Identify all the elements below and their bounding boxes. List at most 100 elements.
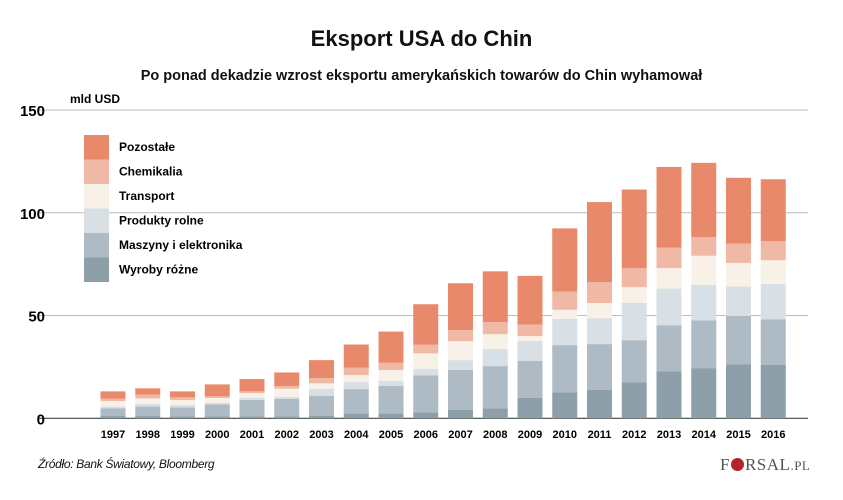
bar-segment-produkty-rolne-2011 — [587, 318, 612, 345]
x-tick-label: 1997 — [101, 429, 125, 441]
logo-o-icon — [730, 458, 744, 471]
bar-segment-wyroby-r-ne-2002 — [274, 416, 300, 419]
bar-segment-pozosta-e-2013 — [656, 166, 682, 248]
legend-label: Pozostałe — [119, 140, 175, 154]
bar-segment-pozosta-e-2002 — [274, 372, 300, 387]
chart-title: Eksport USA do Chin — [310, 26, 533, 51]
bar-segment-chemikalia-2006 — [413, 344, 439, 354]
x-tick-label: 2002 — [275, 429, 299, 441]
bar-segment-transport-2000 — [204, 397, 230, 403]
x-tick-label: 2003 — [309, 429, 333, 441]
bar-segment-chemikalia-2000 — [204, 396, 230, 398]
bar-segment-transport-1999 — [170, 400, 195, 405]
bar-segment-produkty-rolne-2015 — [726, 286, 751, 316]
bar-segment-maszyny-i-elektronika-2015 — [726, 315, 751, 365]
y-tick-label: 0 — [37, 411, 45, 428]
bar-segment-wyroby-r-ne-2004 — [343, 413, 369, 419]
bar-segment-transport-2006 — [413, 353, 439, 369]
bar-segment-chemikalia-2005 — [378, 362, 404, 370]
bar-segment-pozosta-e-2012 — [621, 189, 647, 269]
bar-segment-pozosta-e-1998 — [135, 388, 161, 395]
bar-segment-maszyny-i-elektronika-2005 — [378, 386, 404, 414]
bar-segment-wyroby-r-ne-2009 — [517, 397, 543, 419]
bar-segment-pozosta-e-2000 — [204, 384, 230, 397]
bar-segment-wyroby-r-ne-2013 — [656, 371, 682, 419]
y-axis-label: mld USD — [70, 92, 120, 106]
x-tick-label: 2008 — [483, 429, 507, 441]
y-tick-label: 150 — [20, 103, 45, 120]
legend-label: Produkty rolne — [119, 214, 204, 228]
bar-segment-chemikalia-2001 — [239, 391, 265, 394]
bar-segment-maszyny-i-elektronika-2004 — [343, 389, 369, 414]
bar-segment-pozosta-e-2008 — [482, 271, 508, 323]
y-tick-label: 50 — [28, 309, 45, 326]
bar-segment-wyroby-r-ne-2007 — [448, 409, 473, 419]
bar-segment-maszyny-i-elektronika-2009 — [517, 360, 543, 398]
bar-segment-maszyny-i-elektronika-2014 — [691, 320, 717, 369]
bar-segment-wyroby-r-ne-2011 — [587, 389, 612, 419]
x-tick-label: 2016 — [761, 429, 785, 441]
bar-segment-maszyny-i-elektronika-2003 — [309, 395, 334, 416]
bar-segment-chemikalia-2007 — [448, 330, 473, 342]
bar-segment-transport-2011 — [587, 302, 612, 319]
x-tick-label: 2010 — [553, 429, 577, 441]
bar-segment-transport-2016 — [760, 260, 786, 284]
legend-swatch — [84, 233, 109, 258]
x-tick-label: 2011 — [588, 429, 612, 441]
x-tick-label: 2012 — [622, 429, 646, 441]
bar-segment-maszyny-i-elektronika-1997 — [100, 408, 126, 417]
bar-segment-maszyny-i-elektronika-2007 — [448, 369, 473, 410]
bar-segment-produkty-rolne-2003 — [309, 388, 334, 396]
x-tick-label: 2009 — [518, 429, 542, 441]
bar-segment-pozosta-e-2007 — [448, 283, 473, 331]
bar-segment-pozosta-e-2011 — [587, 202, 612, 283]
x-tick-label: 2005 — [379, 429, 403, 441]
bar-segment-transport-2009 — [517, 336, 543, 341]
bar-segment-wyroby-r-ne-2001 — [239, 416, 265, 419]
bar-segment-pozosta-e-2016 — [760, 179, 786, 242]
bar-segment-pozosta-e-2003 — [309, 360, 334, 379]
bar-segment-transport-2001 — [239, 393, 265, 398]
bar-segment-produkty-rolne-2009 — [517, 340, 543, 361]
x-tick-label: 2014 — [692, 429, 717, 441]
bar-segment-chemikalia-2012 — [621, 268, 647, 288]
bar-segment-produkty-rolne-2016 — [760, 283, 786, 320]
bar-segment-pozosta-e-2006 — [413, 304, 439, 345]
bar-segment-pozosta-e-2005 — [378, 331, 404, 363]
bar-segment-pozosta-e-2015 — [726, 177, 751, 244]
bar-segment-maszyny-i-elektronika-2006 — [413, 375, 439, 413]
bar-segment-maszyny-i-elektronika-2001 — [239, 400, 265, 417]
source-note: Źródło: Bank Światowy, Bloomberg — [38, 457, 215, 471]
bar-segment-produkty-rolne-1997 — [100, 406, 126, 409]
bar-segment-maszyny-i-elektronika-2010 — [552, 345, 578, 393]
bar-segment-wyroby-r-ne-2006 — [413, 412, 439, 419]
bar-segment-wyroby-r-ne-2015 — [726, 364, 751, 419]
legend-swatch — [84, 184, 109, 209]
bar-segment-wyroby-r-ne-2016 — [760, 364, 786, 419]
bar-segment-pozosta-e-2014 — [691, 162, 717, 238]
stacked-bar-chart: 1997 1998 1999 2000 2001 2002 2003 2004 2005 2006… — [20, 92, 808, 441]
bar-segment-maszyny-i-elektronika-2016 — [760, 319, 786, 365]
legend-swatch — [84, 159, 109, 184]
bar-segment-produkty-rolne-2014 — [691, 284, 717, 321]
legend-swatch — [84, 208, 109, 233]
bar-segment-produkty-rolne-2001 — [239, 397, 265, 401]
bar-segment-chemikalia-2009 — [517, 324, 543, 337]
bar-segment-pozosta-e-2010 — [552, 228, 578, 292]
bar-segment-wyroby-r-ne-2010 — [552, 392, 578, 419]
bar-segment-transport-2005 — [378, 369, 404, 381]
legend-label: Maszyny i elektronika — [119, 238, 243, 252]
legend-label: Transport — [119, 189, 174, 203]
bar-segment-pozosta-e-1997 — [100, 391, 126, 399]
bar-segment-wyroby-r-ne-2012 — [621, 382, 647, 419]
bar-segment-chemikalia-2002 — [274, 386, 300, 389]
x-tick-label: 2001 — [240, 429, 264, 441]
bar-segment-maszyny-i-elektronika-2000 — [204, 404, 230, 417]
bar-segment-chemikalia-1998 — [135, 394, 161, 399]
bar-segment-chemikalia-2013 — [656, 247, 682, 269]
x-tick-label: 2004 — [344, 429, 369, 441]
bar-segment-wyroby-r-ne-2008 — [482, 408, 508, 419]
x-tick-label: 2015 — [726, 429, 750, 441]
x-tick-label: 1998 — [136, 429, 160, 441]
bar-segment-produkty-rolne-2008 — [482, 349, 508, 367]
